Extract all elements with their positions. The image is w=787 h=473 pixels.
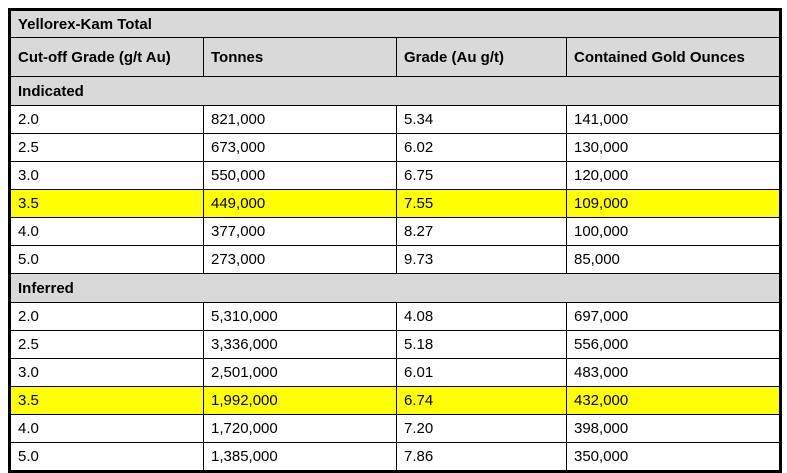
cell-ounces: 109,000 [566,189,781,218]
cell-cutoff: 2.5 [9,133,204,162]
cell-tonnes: 1,385,000 [203,442,397,472]
cell-tonnes: 449,000 [203,189,397,218]
cell-grade: 6.75 [396,161,567,190]
cell-cutoff: 2.0 [9,302,204,331]
cell-grade: 7.86 [396,442,567,472]
table-row: 2.5 673,000 6.02 130,000 [9,133,781,162]
cell-grade: 6.74 [396,386,567,415]
cell-ounces: 697,000 [566,302,781,331]
cell-grade: 6.02 [396,133,567,162]
cell-ounces: 350,000 [566,442,781,472]
cell-grade: 6.01 [396,358,567,387]
cell-cutoff: 3.0 [9,358,204,387]
cell-grade: 9.73 [396,245,567,274]
table-row: 2.0 821,000 5.34 141,000 [9,105,781,134]
cell-ounces: 85,000 [566,245,781,274]
cell-grade: 7.20 [396,414,567,443]
cell-tonnes: 5,310,000 [203,302,397,331]
cell-cutoff: 4.0 [9,414,204,443]
table-body: Yellorex-Kam Total Cut-off Grade (g/t Au… [9,9,781,472]
cell-ounces: 120,000 [566,161,781,190]
column-header-grade: Grade (Au g/t) [396,37,567,77]
cell-grade: 8.27 [396,217,567,246]
cell-cutoff: 5.0 [9,442,204,472]
cell-cutoff: 2.0 [9,105,204,134]
cell-tonnes: 673,000 [203,133,397,162]
cell-ounces: 556,000 [566,330,781,359]
cell-tonnes: 1,720,000 [203,414,397,443]
cell-tonnes: 273,000 [203,245,397,274]
table-title: Yellorex-Kam Total [9,9,781,38]
column-header-cutoff-grade: Cut-off Grade (g/t Au) [9,37,204,77]
cell-tonnes: 377,000 [203,217,397,246]
table-row: 4.0 377,000 8.27 100,000 [9,217,781,246]
cell-cutoff: 4.0 [9,217,204,246]
cell-grade: 7.55 [396,189,567,218]
cell-cutoff: 2.5 [9,330,204,359]
cell-cutoff: 5.0 [9,245,204,274]
section-row-inferred: Inferred [9,273,781,303]
table-row: 2.0 5,310,000 4.08 697,000 [9,302,781,331]
section-label: Inferred [9,273,781,303]
table-row: 4.0 1,720,000 7.20 398,000 [9,414,781,443]
table-title-row: Yellorex-Kam Total [9,9,781,38]
table-row: 3.5 1,992,000 6.74 432,000 [9,386,781,415]
column-header-contained-gold-ounces: Contained Gold Ounces [566,37,781,77]
column-header-tonnes: Tonnes [203,37,397,77]
table-header-row: Cut-off Grade (g/t Au) Tonnes Grade (Au … [9,37,781,77]
cell-tonnes: 550,000 [203,161,397,190]
cell-cutoff: 3.0 [9,161,204,190]
cell-ounces: 141,000 [566,105,781,134]
cell-ounces: 432,000 [566,386,781,415]
table-row: 5.0 1,385,000 7.86 350,000 [9,442,781,472]
cell-grade: 5.34 [396,105,567,134]
cell-ounces: 130,000 [566,133,781,162]
table-row: 3.0 550,000 6.75 120,000 [9,161,781,190]
table-row: 3.0 2,501,000 6.01 483,000 [9,358,781,387]
cell-ounces: 100,000 [566,217,781,246]
cell-grade: 5.18 [396,330,567,359]
cell-ounces: 398,000 [566,414,781,443]
cell-cutoff: 3.5 [9,189,204,218]
cell-tonnes: 2,501,000 [203,358,397,387]
document-page: Yellorex-Kam Total Cut-off Grade (g/t Au… [8,8,782,473]
section-row-indicated: Indicated [9,76,781,106]
cell-ounces: 483,000 [566,358,781,387]
table-row: 2.5 3,336,000 5.18 556,000 [9,330,781,359]
cell-tonnes: 821,000 [203,105,397,134]
resource-table: Yellorex-Kam Total Cut-off Grade (g/t Au… [8,8,782,473]
section-label: Indicated [9,76,781,106]
cell-tonnes: 3,336,000 [203,330,397,359]
table-row: 3.5 449,000 7.55 109,000 [9,189,781,218]
cell-cutoff: 3.5 [9,386,204,415]
table-row: 5.0 273,000 9.73 85,000 [9,245,781,274]
cell-tonnes: 1,992,000 [203,386,397,415]
cell-grade: 4.08 [396,302,567,331]
